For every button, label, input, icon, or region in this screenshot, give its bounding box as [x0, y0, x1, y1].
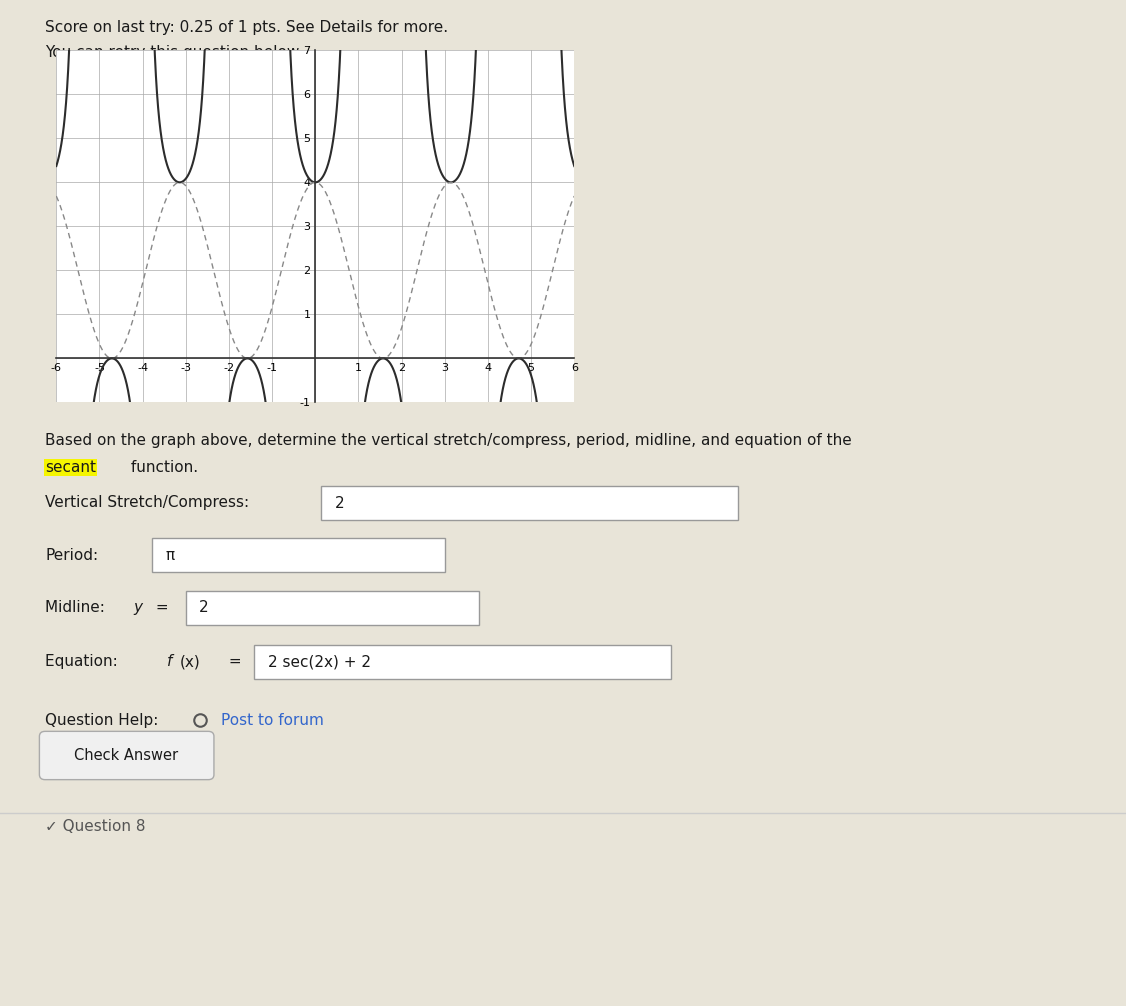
Text: (x): (x)	[180, 655, 200, 669]
FancyBboxPatch shape	[254, 645, 671, 679]
Text: ✓ Question 8: ✓ Question 8	[45, 820, 145, 834]
FancyBboxPatch shape	[152, 538, 445, 572]
Text: y: y	[133, 601, 142, 615]
Text: π: π	[166, 548, 175, 562]
Text: Score on last try: 0.25 of 1 pts. See Details for more.: Score on last try: 0.25 of 1 pts. See De…	[45, 20, 448, 35]
Text: 2: 2	[199, 601, 209, 615]
Text: Vertical Stretch/Compress:: Vertical Stretch/Compress:	[45, 496, 249, 510]
Text: =: =	[151, 601, 173, 615]
Text: function.: function.	[126, 460, 198, 475]
FancyBboxPatch shape	[39, 731, 214, 780]
Text: Midline:: Midline:	[45, 601, 110, 615]
Text: f: f	[167, 655, 172, 669]
Text: Check Answer: Check Answer	[74, 748, 178, 763]
Text: 2: 2	[334, 496, 345, 510]
Text: Question Help:: Question Help:	[45, 713, 159, 727]
Text: Based on the graph above, determine the vertical stretch/compress, period, midli: Based on the graph above, determine the …	[45, 433, 851, 448]
Text: Equation:: Equation:	[45, 655, 123, 669]
FancyBboxPatch shape	[186, 591, 479, 625]
Text: Period:: Period:	[45, 548, 98, 562]
Text: 2 sec(2x) + 2: 2 sec(2x) + 2	[268, 655, 370, 669]
FancyBboxPatch shape	[321, 486, 738, 520]
Text: =: =	[224, 655, 247, 669]
Text: Post to forum: Post to forum	[221, 713, 323, 727]
Text: secant: secant	[45, 460, 96, 475]
Text: You can retry this question below: You can retry this question below	[45, 45, 300, 60]
